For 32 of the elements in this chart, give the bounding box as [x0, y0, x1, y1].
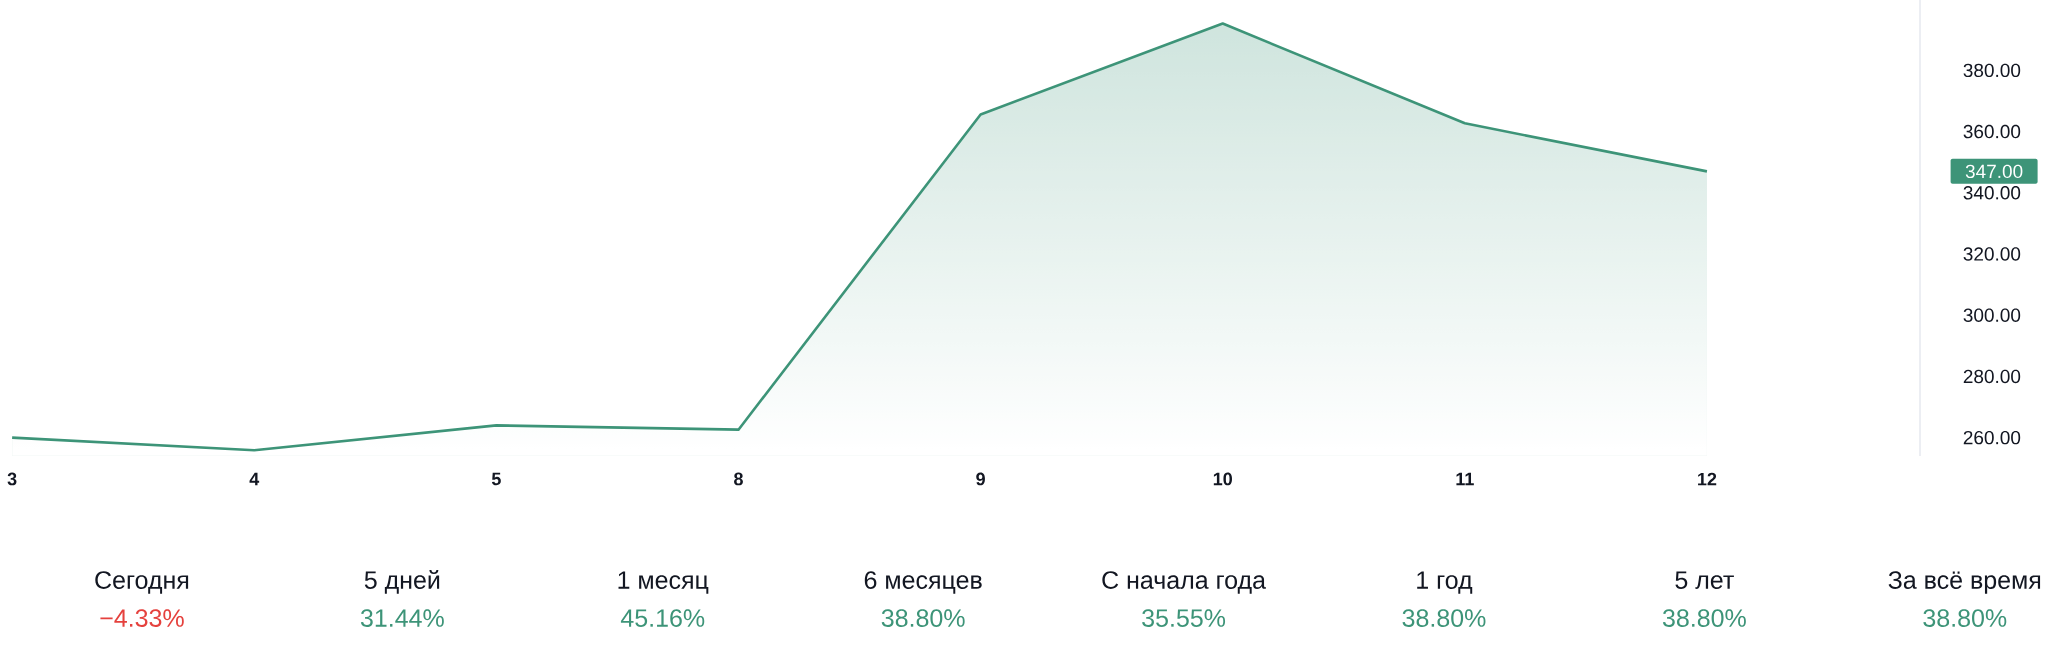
x-tick-label: 3 [7, 472, 17, 486]
text: 347.00 [1965, 164, 2023, 179]
x-tick-label: 10 [1213, 472, 1232, 486]
category-label: 5 лет [1675, 571, 1734, 589]
x-tick-label: 8 [734, 472, 743, 486]
text: 31.44% [360, 609, 444, 627]
category-label: Сегодня [95, 571, 189, 594]
text: 38.80% [1402, 609, 1486, 627]
category-label: 1 год [1417, 571, 1473, 594]
text: −4.33% [100, 609, 184, 627]
category-label: С начала года [1102, 571, 1266, 594]
x-tick-label: 4 [249, 472, 260, 486]
text: 38.80% [1923, 609, 2007, 627]
category-label: За всё время [1888, 571, 2041, 594]
y-tick-label: 300.00 [1963, 308, 2021, 322]
x-tick-label: 12 [1698, 472, 1717, 486]
category-label: 5 дней [364, 570, 440, 594]
y-tick-label: 380.00 [1963, 63, 2021, 78]
text: 45.16% [620, 609, 705, 627]
category-label: 1 месяц [618, 571, 709, 594]
y-tick-label: 340.00 [1963, 186, 2021, 200]
text: 35.55% [1142, 609, 1226, 627]
x-tick-label: 5 [491, 472, 501, 486]
y-tick-label: 320.00 [1963, 247, 2021, 261]
text: 38.80% [881, 609, 965, 627]
y-tick-label: 360.00 [1963, 124, 2021, 139]
x-tick-label: 11 [1456, 472, 1474, 486]
x-tick-label: 9 [976, 472, 985, 486]
y-tick-label: 260.00 [1963, 430, 2021, 445]
y-tick-label: 280.00 [1963, 369, 2021, 384]
category-label: 6 месяцев [864, 571, 982, 594]
text: 38.80% [1662, 609, 1746, 627]
